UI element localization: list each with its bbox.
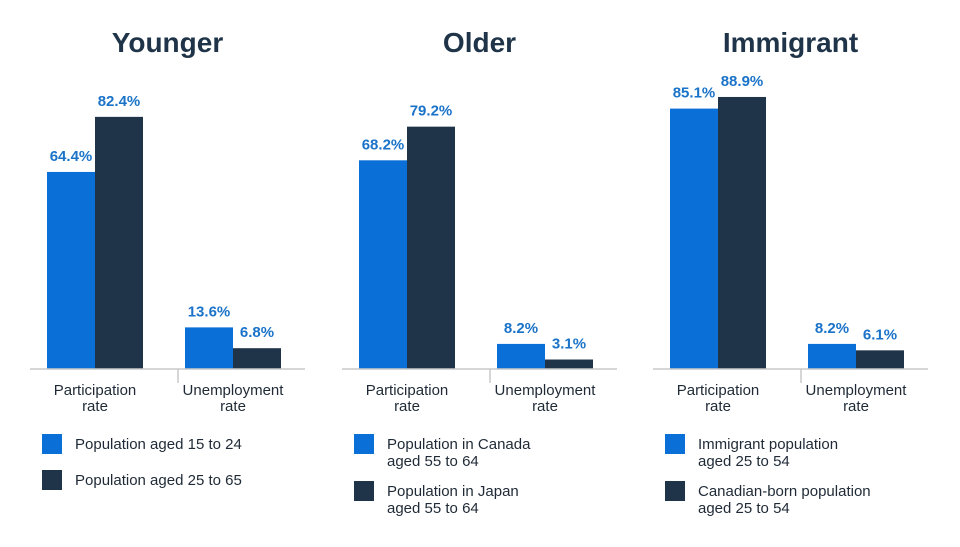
category-label: rate (532, 398, 558, 415)
data-label: 85.1% (673, 85, 716, 102)
legend-label: Population aged 25 to 65 (75, 472, 242, 489)
bar (359, 160, 407, 369)
category-label: rate (843, 398, 869, 415)
category-label: rate (82, 398, 108, 415)
legend-label: Canadian-born population (698, 483, 871, 500)
bar (808, 343, 856, 369)
legend-label: aged 55 to 64 (387, 453, 479, 470)
category-label: Participation (366, 382, 449, 399)
legend-label: aged 25 to 54 (698, 453, 790, 470)
data-label: 88.9% (721, 73, 764, 90)
legend-swatch (665, 434, 685, 454)
legend-label: Population in Canada (387, 436, 531, 453)
legend-label: Population aged 15 to 24 (75, 436, 242, 453)
bar (718, 96, 766, 369)
legend-label: Population in Japan (387, 483, 519, 500)
category-label: Participation (54, 382, 137, 399)
data-label: 68.2% (362, 136, 405, 153)
chart-title: Older (443, 27, 516, 58)
data-label: 79.2% (410, 103, 453, 120)
bar (185, 327, 233, 369)
category-label: rate (705, 398, 731, 415)
category-label: Unemployment (495, 382, 597, 399)
data-label: 8.2% (815, 320, 849, 337)
legend-label: aged 55 to 64 (387, 500, 479, 517)
legend-swatch (42, 470, 62, 490)
category-label: Unemployment (806, 382, 908, 399)
legend-swatch (354, 434, 374, 454)
data-label: 13.6% (188, 303, 231, 320)
data-label: 6.1% (863, 326, 897, 343)
bar (233, 348, 281, 369)
bar (670, 108, 718, 370)
category-label: Participation (677, 382, 760, 399)
data-label: 6.8% (240, 324, 274, 341)
data-label: 64.4% (50, 148, 93, 165)
category-label: Unemployment (183, 382, 285, 399)
bar (545, 359, 593, 369)
chart-title: Immigrant (723, 27, 858, 58)
data-label: 8.2% (504, 320, 538, 337)
chart-title: Younger (112, 27, 224, 58)
data-label: 82.4% (98, 93, 141, 110)
bar (407, 126, 455, 369)
bar (47, 171, 95, 369)
bar (856, 350, 904, 369)
bar (95, 116, 143, 369)
legend-swatch (665, 481, 685, 501)
data-label: 3.1% (552, 336, 586, 353)
legend-label: Immigrant population (698, 436, 838, 453)
legend-swatch (42, 434, 62, 454)
legend-label: aged 25 to 54 (698, 500, 790, 517)
legend-swatch (354, 481, 374, 501)
category-label: rate (394, 398, 420, 415)
category-label: rate (220, 398, 246, 415)
bar (497, 343, 545, 369)
